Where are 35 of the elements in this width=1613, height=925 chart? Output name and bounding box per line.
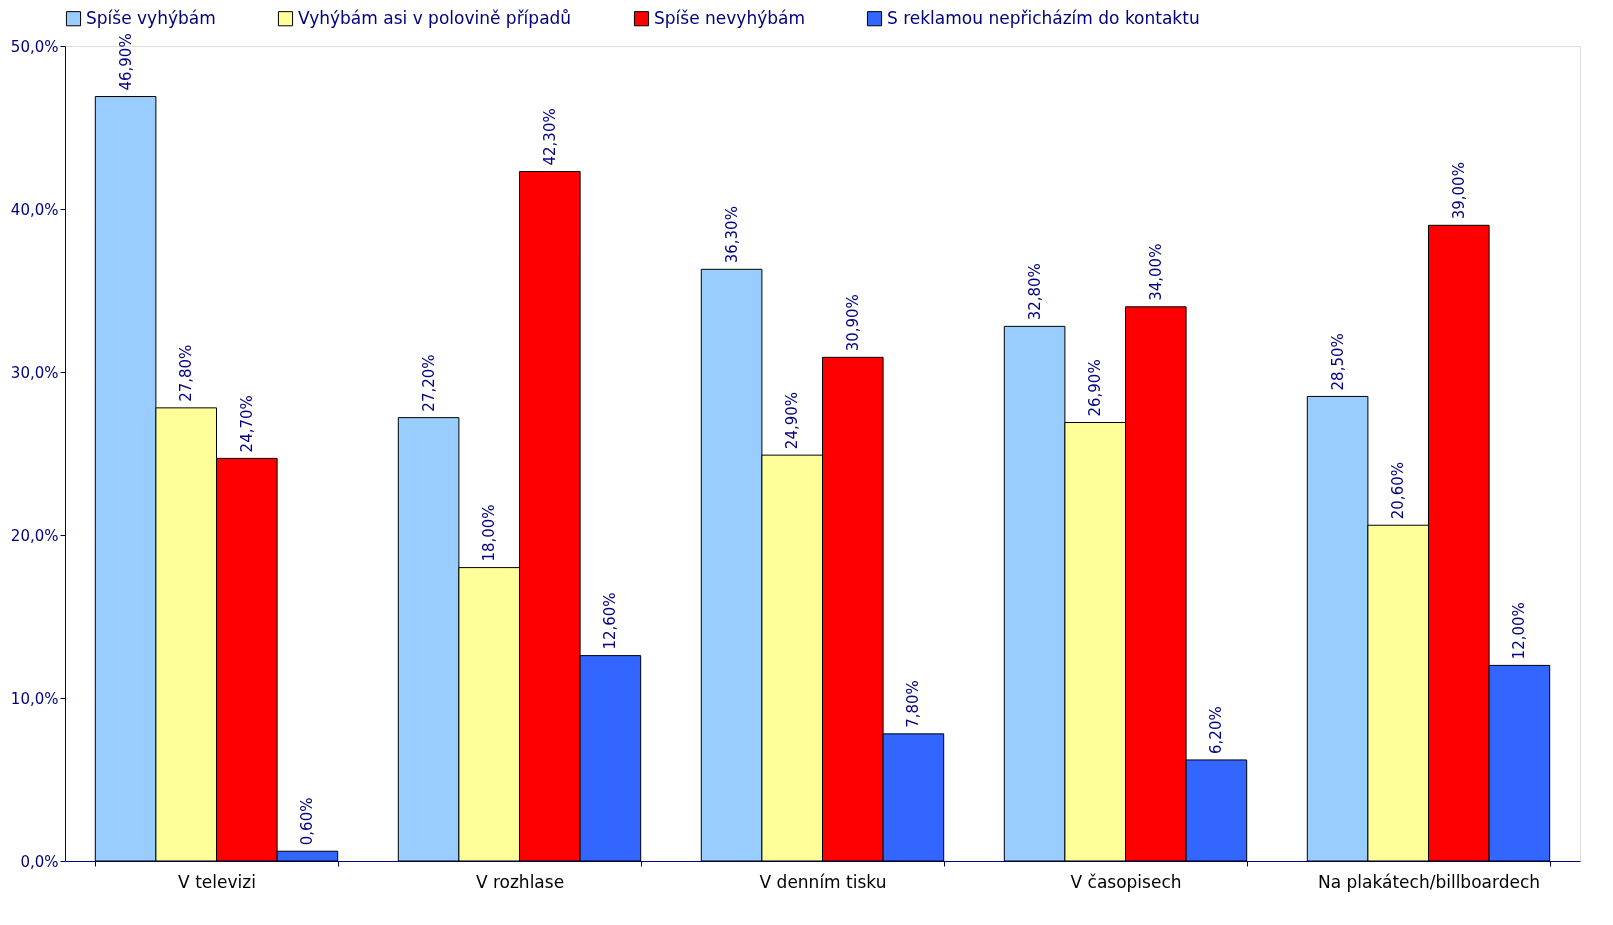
data-label: 36,30% xyxy=(722,206,741,264)
data-label: 24,70% xyxy=(237,395,256,453)
data-label: 27,80% xyxy=(177,344,196,402)
data-label: 46,90% xyxy=(116,33,135,91)
data-label: 28,50% xyxy=(1328,333,1347,391)
data-label: 32,80% xyxy=(1025,263,1044,321)
data-label: 39,00% xyxy=(1449,162,1468,220)
y-tick-label: 10,0% xyxy=(10,689,59,708)
data-label: 26,90% xyxy=(1086,359,1105,417)
x-tick-label: V časopisech xyxy=(1070,871,1182,892)
data-label: 12,60% xyxy=(601,592,620,650)
data-label: 0,60% xyxy=(298,797,317,846)
data-label: 7,80% xyxy=(904,680,923,728)
legend-label: Vyhýbám asi v polovině případů xyxy=(298,7,572,28)
legend-label: S reklamou nepřicházím do kontaktu xyxy=(887,7,1200,28)
x-tick-label: Na plakátech/billboardech xyxy=(1317,871,1541,892)
y-tick-label: 20,0% xyxy=(10,526,59,545)
x-tick-label: V rozhlase xyxy=(475,871,565,892)
y-tick-label: 30,0% xyxy=(10,363,59,382)
data-label: 12,00% xyxy=(1510,602,1529,660)
data-label: 20,60% xyxy=(1389,462,1408,520)
data-label: 34,00% xyxy=(1146,243,1165,301)
legend-label: Spíše nevyhýbám xyxy=(654,7,805,28)
x-tick-label: V televizi xyxy=(178,871,256,892)
y-tick-label: 0,0% xyxy=(20,852,59,871)
data-label: 24,90% xyxy=(783,391,802,450)
legend-label: Spíše vyhýbám xyxy=(86,7,216,28)
y-tick-label: 40,0% xyxy=(10,200,59,219)
data-label: 18,00% xyxy=(480,504,499,562)
y-tick-label: 50,0% xyxy=(10,37,59,56)
data-label: 42,30% xyxy=(540,108,559,166)
data-label: 27,20% xyxy=(419,354,438,412)
data-label: 6,20% xyxy=(1207,706,1226,754)
x-tick-label: V denním tisku xyxy=(759,871,887,892)
data-label: 30,90% xyxy=(843,294,862,352)
